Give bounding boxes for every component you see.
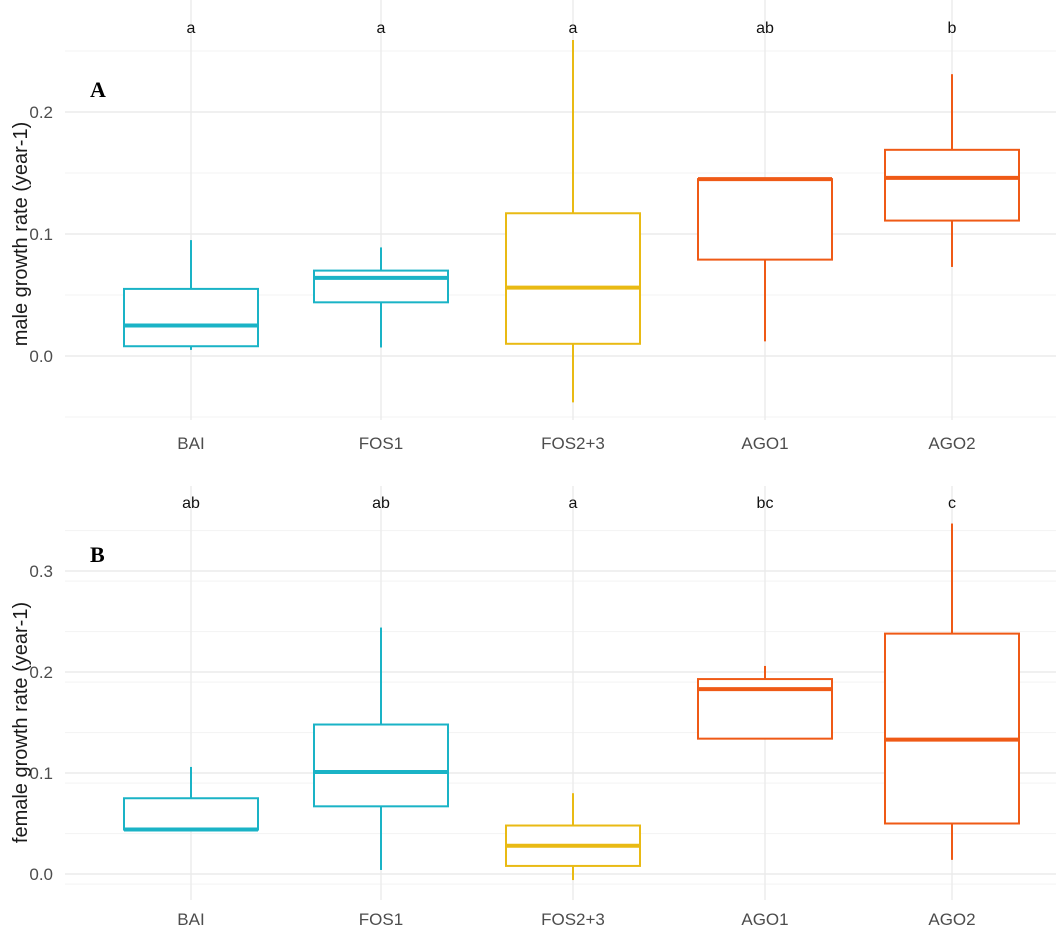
boxplot-BAI [123, 240, 259, 350]
y-axis-label: male growth rate (year-1) [10, 122, 32, 347]
significance-letter: c [948, 495, 956, 512]
x-tick-label: AGO2 [928, 434, 975, 453]
y-tick-label: 0.2 [29, 663, 53, 682]
iqr-box [313, 723, 449, 808]
significance-letter: bc [757, 495, 774, 512]
y-tick-label: 0.0 [29, 347, 53, 366]
boxplot-FOS2+3 [505, 40, 641, 403]
x-tick-label: FOS2+3 [541, 434, 605, 453]
panel-label: B [90, 542, 105, 567]
y-axis-label: female growth rate (year-1) [10, 602, 32, 843]
significance-letter: a [377, 20, 386, 37]
iqr-box [884, 632, 1020, 825]
boxplot-BAI [123, 766, 259, 832]
significance-letter: a [569, 20, 578, 37]
x-tick-label: AGO2 [928, 910, 975, 929]
boxplot-FOS2+3 [505, 793, 641, 881]
iqr-box [697, 178, 833, 261]
x-tick-label: FOS1 [359, 910, 403, 929]
x-tick-label: BAI [177, 910, 204, 929]
x-tick-label: FOS1 [359, 434, 403, 453]
iqr-box [884, 148, 1020, 222]
x-tick-label: AGO1 [741, 910, 788, 929]
significance-letter: a [569, 495, 578, 512]
x-tick-label: BAI [177, 434, 204, 453]
y-tick-label: 0.0 [29, 865, 53, 884]
chart-panel-B: 0.0 0.1 0.2 0.3 female growth rate (year-1) B… [10, 486, 1056, 929]
y-tick-label: 0.2 [29, 103, 53, 122]
boxplot-AGO1 [697, 177, 833, 342]
y-tick-label: 0.1 [29, 225, 53, 244]
significance-letter: ab [372, 495, 390, 512]
x-tick-label: FOS2+3 [541, 910, 605, 929]
significance-letter: ab [756, 20, 774, 37]
iqr-box [505, 212, 641, 345]
x-tick-label: AGO1 [741, 434, 788, 453]
y-tick-label: 0.3 [29, 562, 53, 581]
panel-label: A [90, 77, 106, 102]
significance-letter: a [187, 20, 196, 37]
boxplot-AGO2 [884, 523, 1020, 860]
iqr-box [313, 269, 449, 304]
boxplot-FOS1 [313, 627, 449, 870]
boxplot-FOS1 [313, 247, 449, 348]
boxplot-AGO2 [884, 74, 1020, 267]
iqr-box [123, 287, 259, 348]
boxplot-AGO1 [697, 665, 833, 740]
y-tick-label: 0.1 [29, 764, 53, 783]
significance-letter: ab [182, 495, 200, 512]
significance-letter: b [948, 20, 957, 37]
iqr-box [123, 797, 259, 831]
